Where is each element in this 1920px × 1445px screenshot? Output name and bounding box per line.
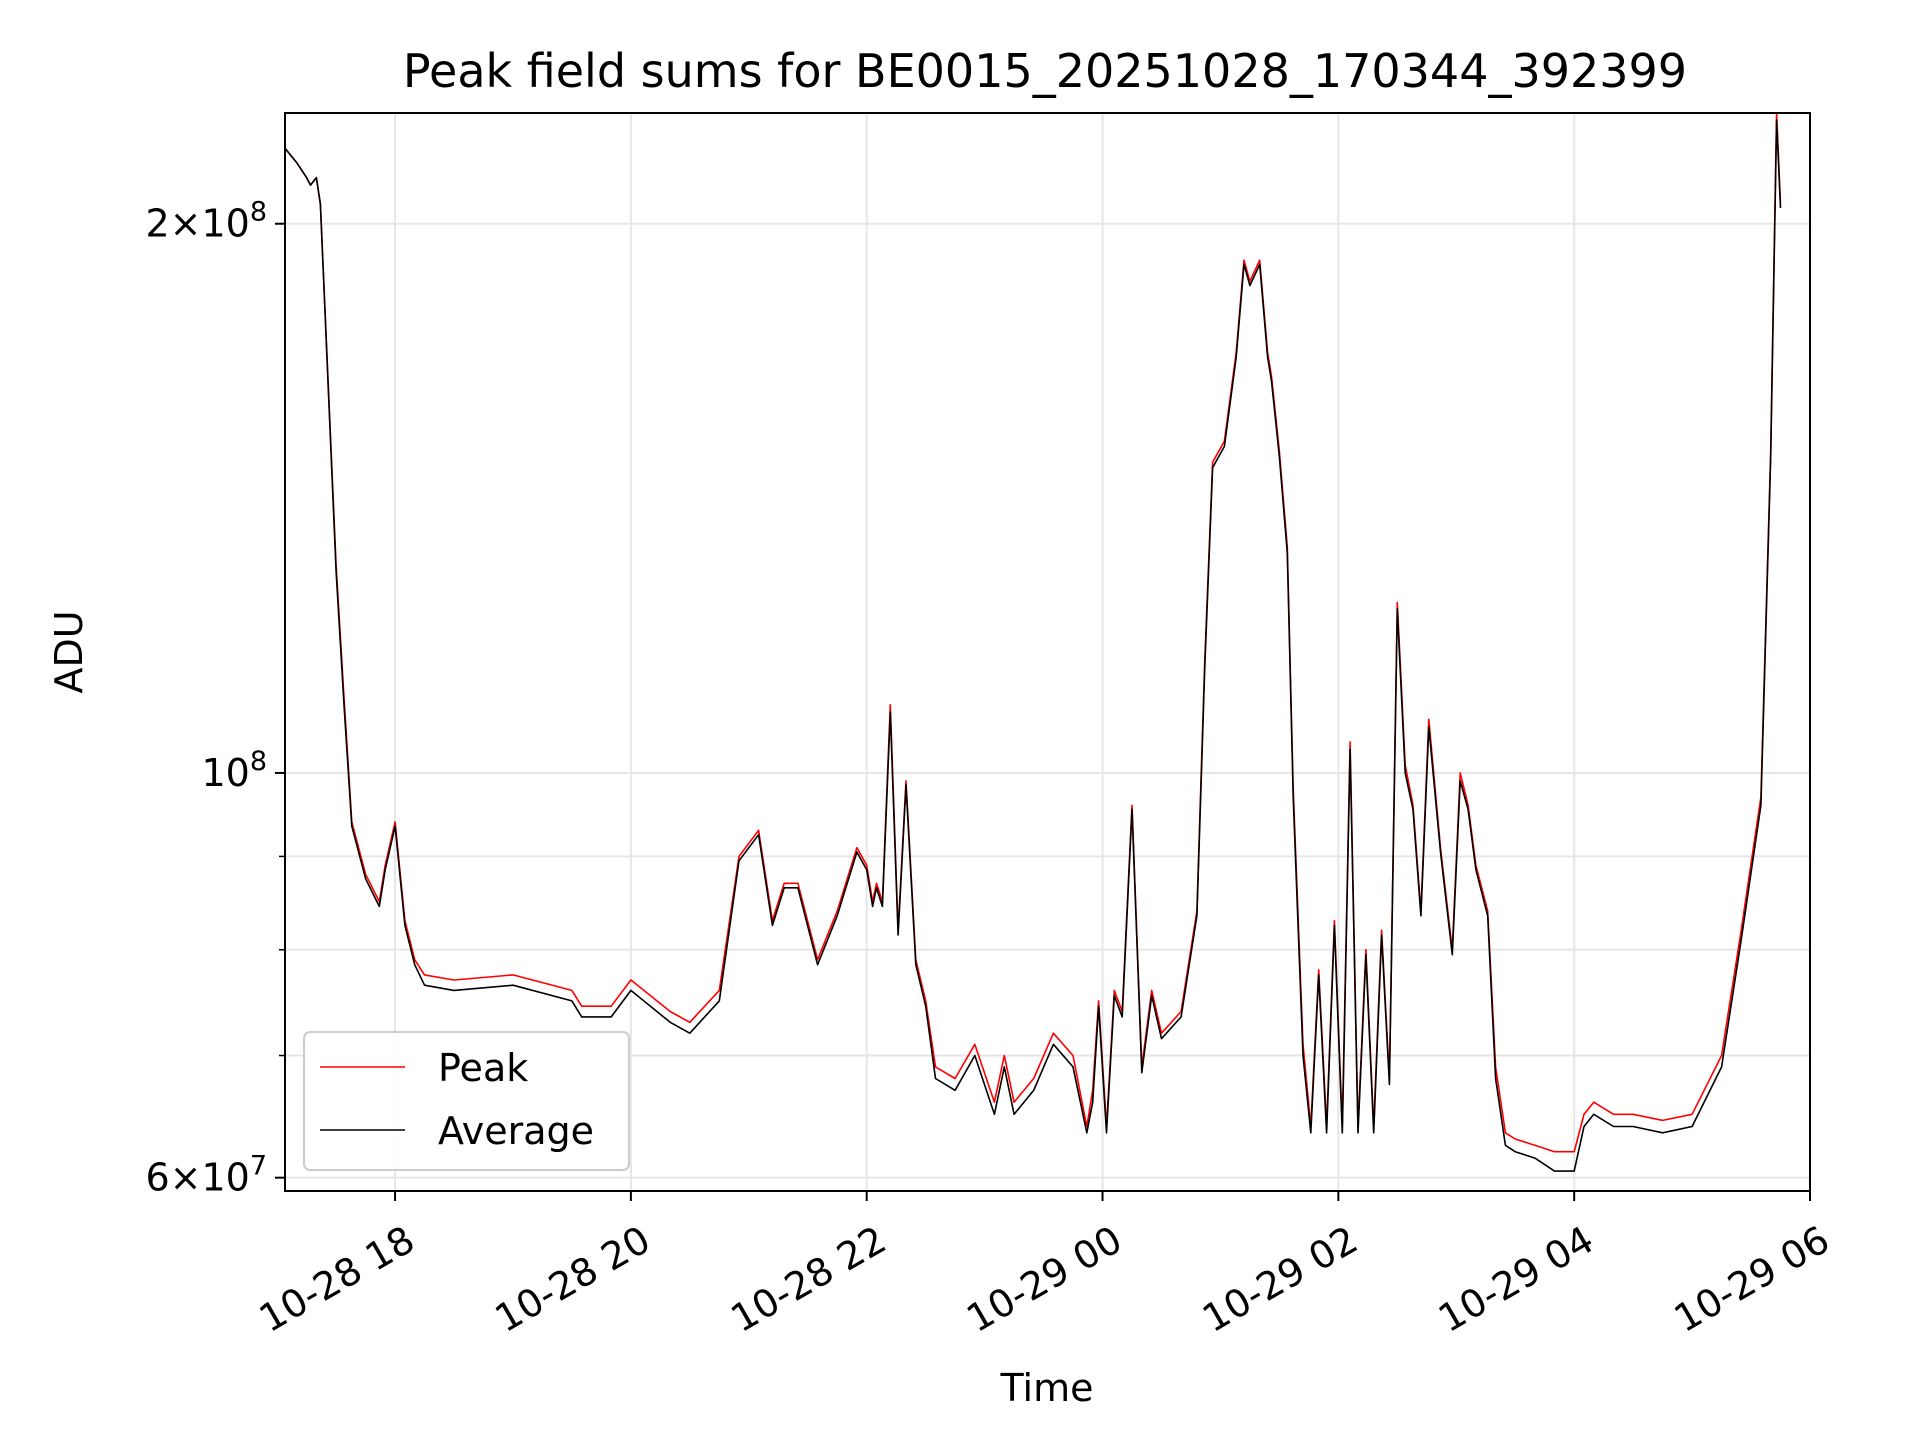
legend: Peak Average <box>303 1031 630 1171</box>
y-axis: 6×107 108 2×108 <box>145 197 285 1200</box>
x-tick-label: 10-29 06 <box>1667 1217 1837 1341</box>
y-tick-label: 2×108 <box>145 197 267 246</box>
grid <box>285 113 1811 1191</box>
x-tick-label: 10-28 22 <box>723 1217 893 1341</box>
series-line-peak <box>285 113 1782 1153</box>
y-tick-label: 6×107 <box>145 1151 267 1200</box>
y-tick-label: 108 <box>201 746 267 795</box>
x-tick-label: 10-29 00 <box>959 1217 1129 1341</box>
legend-label-average: Average <box>438 1109 594 1153</box>
series-layer <box>285 113 1782 1172</box>
chart-title: Peak field sums for BE0015_20251028_1703… <box>403 44 1687 98</box>
series-line-average <box>285 119 1782 1172</box>
x-tick-label: 10-28 20 <box>488 1217 658 1341</box>
y-axis-label: ADU <box>47 610 91 693</box>
plot-frame <box>284 112 1811 1192</box>
x-tick-label: 10-29 02 <box>1195 1217 1365 1341</box>
x-axis-label: Time <box>1000 1366 1094 1410</box>
x-tick-label: 10-29 04 <box>1431 1217 1601 1341</box>
x-tick-label: 10-28 18 <box>252 1217 422 1341</box>
legend-label-peak: Peak <box>438 1046 528 1090</box>
x-axis: 10-28 18 10-28 20 10-28 22 10-29 00 10-29 02… <box>252 1191 1837 1341</box>
